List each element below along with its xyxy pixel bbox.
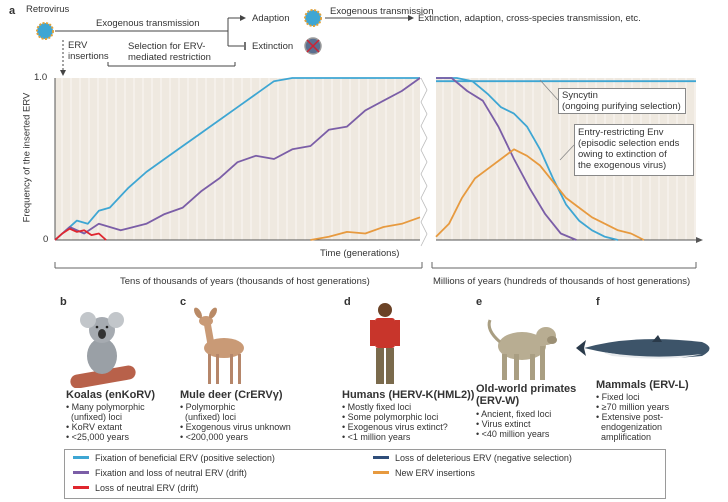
panel-c-bullet-2: (unfixed) loci — [180, 412, 237, 422]
axis-break-edge — [420, 77, 428, 247]
panel-f-bullet-5: amplification — [596, 432, 652, 442]
panel-f-bullet-2: • ≥70 million years — [596, 402, 670, 412]
selection-label-1: Selection for ERV- — [128, 41, 206, 52]
adaption-label: Adaption — [252, 13, 290, 24]
panel-d-bullet-4: • <1 million years — [342, 432, 411, 442]
syncytin-annotation — [558, 88, 686, 114]
env-label-3: owing to extinction of — [578, 149, 667, 160]
panel-e-title-2: (ERV-W) — [476, 395, 520, 407]
series-line-8 — [435, 148, 645, 241]
x-axis-arrowhead — [696, 237, 703, 243]
flow-diagram — [36, 9, 414, 76]
time-span-brackets — [54, 262, 697, 269]
adapted-virus-icon — [304, 9, 322, 27]
syncytin-leader — [539, 79, 559, 101]
syncytin-label-2: (ongoing purifying selection) — [562, 101, 681, 112]
panel-d-title: Humans (HERV-K(HML2)) — [342, 389, 475, 401]
legend-swatch-new-insertions — [373, 471, 389, 474]
x-axis-label: Time (generations) — [320, 248, 400, 259]
series-line-2 — [54, 77, 421, 241]
panel-e-letter: e — [476, 296, 483, 308]
panel-f-bullet-4: endogenization — [596, 422, 663, 432]
panel-f-bullet-3: • Extensive post- — [596, 412, 664, 422]
legend-swatch-loss-neutral — [73, 486, 89, 489]
axis-break — [420, 76, 434, 248]
exogenous-transmission-label: Exogenous transmission — [96, 18, 200, 29]
legend-item-loss-neutral: Loss of neutral ERV (drift) — [95, 483, 199, 493]
extinction-label: Extinction — [252, 41, 294, 52]
panel-a-letter: a — [9, 5, 16, 17]
legend-item-beneficial: Fixation of beneficial ERV (positive sel… — [95, 453, 275, 463]
panel-d-bullet-3: • Exogenous virus extinct? — [342, 422, 448, 432]
panel-c-bullet-4: • <200,000 years — [180, 432, 248, 442]
panel-d-bullet-2: • Some polymorphic loci — [342, 412, 439, 422]
exogenous-transmission-label-2: Exogenous transmission — [330, 6, 434, 17]
panel-f-bullet-1: • Fixed loci — [596, 392, 640, 402]
env-leader — [559, 144, 575, 161]
erv-insertions-label-2: insertions — [68, 51, 109, 62]
env-annotation — [574, 124, 694, 176]
deer-illustration — [194, 307, 244, 384]
retrovirus-icon — [36, 22, 54, 40]
series-line-4 — [310, 216, 421, 241]
legend-item-new-insertions: New ERV insertions — [395, 468, 475, 478]
panel-b-letter: b — [60, 296, 67, 308]
series-line-1 — [54, 77, 420, 241]
panel-b-bullet-2: (unfixed) loci — [66, 412, 123, 422]
panel-c-bullet-3: • Exogenous virus unknown — [180, 422, 291, 432]
panel-e-title: Old-world primates — [476, 383, 577, 395]
panel-c-letter: c — [180, 296, 187, 308]
panel-e-bullet-3: • <40 million years — [476, 429, 550, 439]
panel-f-letter: f — [596, 296, 600, 308]
series-line-7 — [436, 77, 577, 241]
y-tick-bottom: 0 — [43, 234, 49, 245]
panel-e-bullet-2: • Virus extinct — [476, 419, 531, 429]
panel-b-bullet-4: • <25,000 years — [66, 432, 129, 442]
retrovirus-label: Retrovirus — [26, 4, 70, 15]
panel-f-title: Mammals (ERV-L) — [596, 379, 689, 391]
selection-label-2: mediated restriction — [128, 52, 211, 63]
panel-d-bullet-1: • Mostly fixed loci — [342, 402, 412, 412]
syncytin-label-1: Syncytin — [562, 90, 598, 101]
env-label-4: the exogenous virus) — [578, 160, 667, 171]
human-illustration — [370, 303, 400, 384]
panel-d-letter: d — [344, 296, 351, 308]
outcomes-label: Extinction, adaption, cross-species tran… — [418, 13, 641, 24]
panel-c-bullet-1: • Polymorphic — [180, 402, 236, 412]
legend-item-deleterious: Loss of deleterious ERV (negative select… — [395, 453, 572, 463]
extinct-virus-icon — [304, 37, 322, 55]
span-right-label: Millions of years (hundreds of thousands… — [433, 276, 691, 287]
panel-b-title: Koalas (enKoRV) — [66, 389, 156, 401]
plot-area-left — [55, 78, 420, 240]
legend-swatch-neutral — [73, 471, 89, 474]
panel-b-bullet-3: • KoRV extant — [66, 422, 123, 432]
panel-b-bullet-1: • Many polymorphic — [66, 402, 145, 412]
primate-illustration — [487, 319, 557, 380]
env-label-1: Entry-restricting Env — [578, 127, 664, 138]
series-line-3 — [54, 227, 107, 241]
span-left-label: Tens of thousands of years (thousands of… — [120, 276, 370, 287]
env-label-2: (episodic selection ends — [578, 138, 680, 149]
koala-illustration — [70, 312, 136, 388]
panel-e-bullet-1: • Ancient, fixed loci — [476, 409, 552, 419]
erv-insertions-label-1: ERV — [68, 40, 88, 51]
y-tick-top: 1.0 — [34, 72, 48, 83]
legend: Fixation of beneficial ERV (positive sel… — [64, 449, 666, 499]
legend-swatch-beneficial — [73, 456, 89, 459]
whale-illustration — [576, 335, 710, 359]
series-line-6 — [436, 77, 619, 241]
panel-c-title: Mule deer (CrERVγ) — [180, 389, 283, 401]
legend-item-neutral: Fixation and loss of neutral ERV (drift) — [95, 468, 247, 478]
legend-swatch-deleterious — [373, 456, 389, 459]
